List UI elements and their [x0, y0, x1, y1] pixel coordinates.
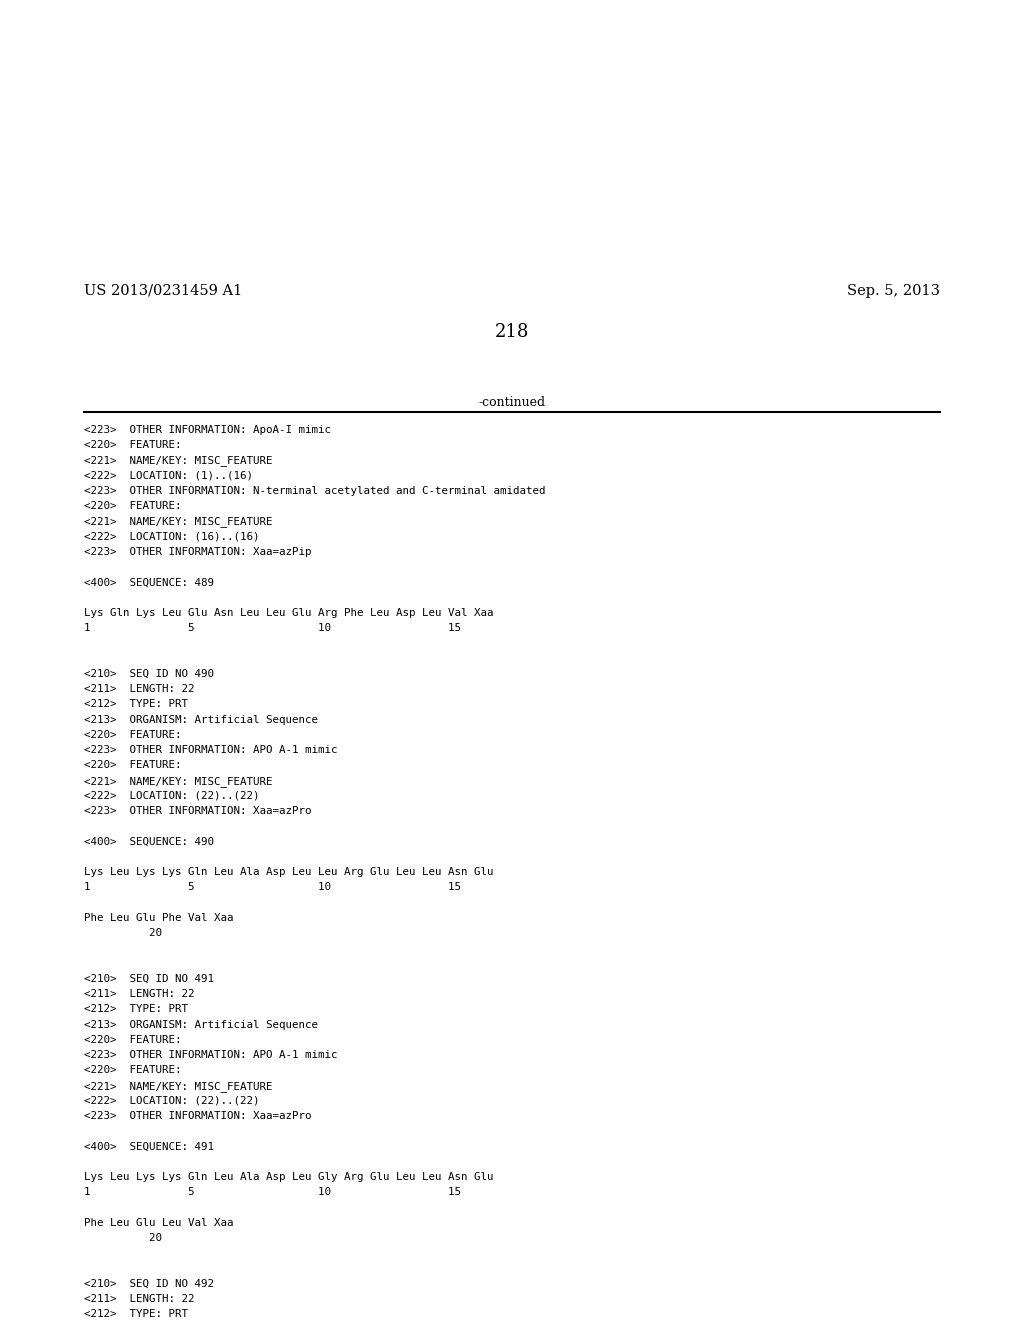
Text: <222>  LOCATION: (22)..(22): <222> LOCATION: (22)..(22) [84, 1096, 259, 1106]
Text: -continued: -continued [478, 396, 546, 409]
Text: <220>  FEATURE:: <220> FEATURE: [84, 730, 181, 741]
Text: <220>  FEATURE:: <220> FEATURE: [84, 1035, 181, 1045]
Text: <223>  OTHER INFORMATION: Xaa=azPip: <223> OTHER INFORMATION: Xaa=azPip [84, 546, 311, 557]
Text: Phe Leu Glu Leu Val Xaa: Phe Leu Glu Leu Val Xaa [84, 1218, 233, 1228]
Text: 1               5                   10                  15: 1 5 10 15 [84, 623, 461, 634]
Text: <211>  LENGTH: 22: <211> LENGTH: 22 [84, 684, 195, 694]
Text: <210>  SEQ ID NO 490: <210> SEQ ID NO 490 [84, 669, 214, 678]
Text: <400>  SEQUENCE: 490: <400> SEQUENCE: 490 [84, 837, 214, 846]
Text: US 2013/0231459 A1: US 2013/0231459 A1 [84, 284, 243, 298]
Text: <212>  TYPE: PRT: <212> TYPE: PRT [84, 700, 188, 709]
Text: <220>  FEATURE:: <220> FEATURE: [84, 441, 181, 450]
Text: <222>  LOCATION: (22)..(22): <222> LOCATION: (22)..(22) [84, 791, 259, 801]
Text: <221>  NAME/KEY: MISC_FEATURE: <221> NAME/KEY: MISC_FEATURE [84, 516, 272, 528]
Text: <223>  OTHER INFORMATION: Xaa=azPro: <223> OTHER INFORMATION: Xaa=azPro [84, 1111, 311, 1121]
Text: Lys Leu Lys Lys Gln Leu Ala Asp Leu Leu Arg Glu Leu Leu Asn Glu: Lys Leu Lys Lys Gln Leu Ala Asp Leu Leu … [84, 867, 494, 878]
Text: <223>  OTHER INFORMATION: Xaa=azPro: <223> OTHER INFORMATION: Xaa=azPro [84, 807, 311, 816]
Text: 20: 20 [84, 1233, 162, 1243]
Text: Sep. 5, 2013: Sep. 5, 2013 [847, 284, 940, 298]
Text: 20: 20 [84, 928, 162, 939]
Text: <210>  SEQ ID NO 492: <210> SEQ ID NO 492 [84, 1279, 214, 1288]
Text: <221>  NAME/KEY: MISC_FEATURE: <221> NAME/KEY: MISC_FEATURE [84, 1081, 272, 1092]
Text: <221>  NAME/KEY: MISC_FEATURE: <221> NAME/KEY: MISC_FEATURE [84, 455, 272, 466]
Text: <223>  OTHER INFORMATION: APO A-1 mimic: <223> OTHER INFORMATION: APO A-1 mimic [84, 1051, 338, 1060]
Text: <211>  LENGTH: 22: <211> LENGTH: 22 [84, 1294, 195, 1304]
Text: <223>  OTHER INFORMATION: ApoA-I mimic: <223> OTHER INFORMATION: ApoA-I mimic [84, 425, 331, 436]
Text: <222>  LOCATION: (16)..(16): <222> LOCATION: (16)..(16) [84, 532, 259, 541]
Text: <221>  NAME/KEY: MISC_FEATURE: <221> NAME/KEY: MISC_FEATURE [84, 776, 272, 787]
Text: <211>  LENGTH: 22: <211> LENGTH: 22 [84, 989, 195, 999]
Text: <210>  SEQ ID NO 491: <210> SEQ ID NO 491 [84, 974, 214, 983]
Text: <213>  ORGANISM: Artificial Sequence: <213> ORGANISM: Artificial Sequence [84, 714, 318, 725]
Text: Lys Gln Lys Leu Glu Asn Leu Leu Glu Arg Phe Leu Asp Leu Val Xaa: Lys Gln Lys Leu Glu Asn Leu Leu Glu Arg … [84, 609, 494, 618]
Text: <223>  OTHER INFORMATION: APO A-1 mimic: <223> OTHER INFORMATION: APO A-1 mimic [84, 746, 338, 755]
Text: Lys Leu Lys Lys Gln Leu Ala Asp Leu Gly Arg Glu Leu Leu Asn Glu: Lys Leu Lys Lys Gln Leu Ala Asp Leu Gly … [84, 1172, 494, 1183]
Text: Phe Leu Glu Phe Val Xaa: Phe Leu Glu Phe Val Xaa [84, 913, 233, 923]
Text: 1               5                   10                  15: 1 5 10 15 [84, 1188, 461, 1197]
Text: <212>  TYPE: PRT: <212> TYPE: PRT [84, 1309, 188, 1319]
Text: 1               5                   10                  15: 1 5 10 15 [84, 882, 461, 892]
Text: <220>  FEATURE:: <220> FEATURE: [84, 502, 181, 511]
Text: <213>  ORGANISM: Artificial Sequence: <213> ORGANISM: Artificial Sequence [84, 1019, 318, 1030]
Text: <212>  TYPE: PRT: <212> TYPE: PRT [84, 1005, 188, 1014]
Text: 218: 218 [495, 323, 529, 342]
Text: <220>  FEATURE:: <220> FEATURE: [84, 1065, 181, 1076]
Text: <400>  SEQUENCE: 489: <400> SEQUENCE: 489 [84, 578, 214, 587]
Text: <220>  FEATURE:: <220> FEATURE: [84, 760, 181, 771]
Text: <223>  OTHER INFORMATION: N-terminal acetylated and C-terminal amidated: <223> OTHER INFORMATION: N-terminal acet… [84, 486, 546, 496]
Text: <400>  SEQUENCE: 491: <400> SEQUENCE: 491 [84, 1142, 214, 1151]
Text: <222>  LOCATION: (1)..(16): <222> LOCATION: (1)..(16) [84, 471, 253, 480]
